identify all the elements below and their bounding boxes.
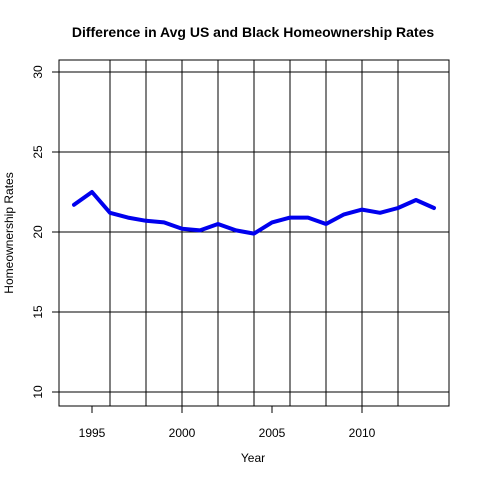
y-tick-label: 25: [31, 145, 45, 159]
x-axis: 1995 2000 2005 2010: [79, 406, 376, 440]
plot-frame: [58, 59, 450, 407]
y-tick-label: 15: [31, 305, 45, 319]
x-tick-label: 1995: [79, 426, 106, 440]
chart-title: Difference in Avg US and Black Homeowner…: [72, 24, 434, 40]
y-tick-label: 30: [31, 65, 45, 79]
x-axis-label: Year: [241, 451, 265, 465]
y-tick-label: 10: [31, 385, 45, 399]
y-axis-label: Homeownership Rates: [2, 172, 16, 293]
x-tick-label: 2005: [259, 426, 286, 440]
y-axis: 10 15 20 25 30: [31, 65, 59, 399]
y-tick-label: 20: [31, 225, 45, 239]
x-tick-label: 2000: [169, 426, 196, 440]
series-group: [72, 190, 436, 236]
x-tick-label: 2010: [349, 426, 376, 440]
series-line: [72, 190, 436, 236]
